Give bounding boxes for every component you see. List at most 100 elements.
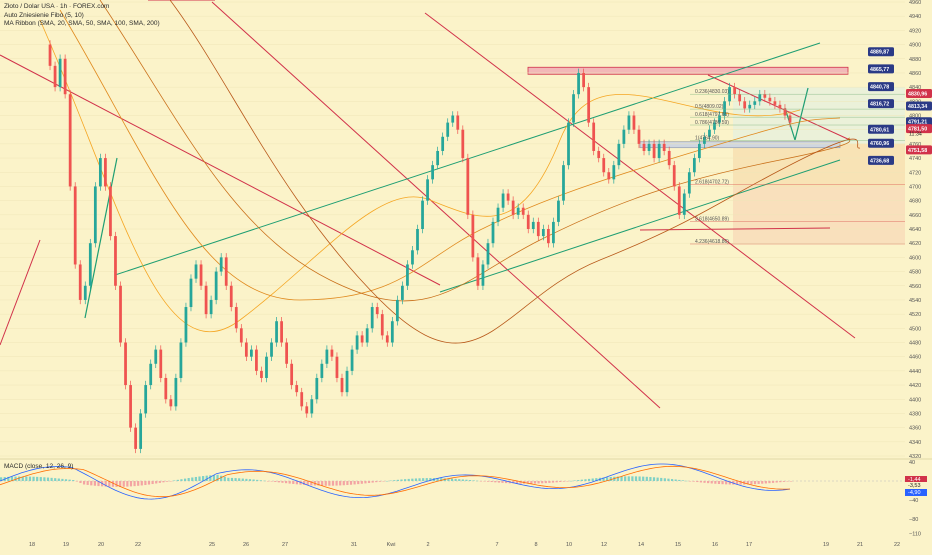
macd-histogram-bar (292, 481, 295, 484)
macd-value-label: -4,90 (908, 490, 921, 496)
price-tick-label: 4360 (909, 426, 921, 432)
macd-histogram-bar (28, 476, 32, 481)
candle-body (421, 200, 424, 229)
candle-body (627, 115, 631, 130)
candle-body (310, 399, 314, 414)
price-tick-label: 4740 (909, 156, 921, 162)
fib-indicator-label[interactable]: Auto Zniesienie Fibo (5, 10) (4, 11, 84, 19)
macd-histogram-bar (321, 481, 324, 486)
candle-body (506, 193, 510, 201)
price-tick-label: 4600 (909, 255, 921, 261)
price-tag (868, 47, 894, 57)
price-tick-label: 4680 (909, 199, 921, 205)
candle-body (416, 229, 419, 251)
time-axis[interactable]: 18 19 20 22 25 26 27 31 Kwi 2 7 8 10 12 14 15 16 17 19 21 22 (29, 542, 900, 548)
candle-body (63, 58, 67, 95)
macd-histogram-bar (418, 478, 421, 481)
ma-ribbon-label[interactable]: MA Ribbon (SMA, 20, SMA, 50, SMA, 100, S… (4, 20, 160, 27)
macd-histogram-bar (602, 477, 605, 481)
candle-body (330, 349, 334, 357)
price-tick-label: 4580 (909, 270, 921, 276)
candle-body (738, 94, 742, 102)
macd-histogram-bar (566, 481, 569, 482)
macd-histogram-bar (389, 480, 392, 482)
macd-histogram-bar (479, 481, 482, 482)
red-channel-line (211, 1, 661, 409)
price-tick-label: 4960 (909, 0, 921, 6)
macd-histogram-bar (274, 481, 277, 482)
candle-body (305, 406, 309, 414)
candle-body (194, 264, 198, 279)
candle-body (572, 94, 575, 123)
price-tick-label: 4620 (909, 241, 921, 247)
macd-histogram-bar (75, 481, 78, 482)
macd-histogram-bar (281, 481, 284, 483)
macd-histogram-bar (324, 481, 327, 486)
macd-histogram-bar (104, 481, 107, 487)
macd-histogram-bar (176, 479, 179, 481)
candle-body (214, 271, 218, 300)
macd-histogram-bar (721, 481, 724, 485)
candle-body (441, 136, 445, 151)
candle-body (119, 285, 122, 343)
candle-body (496, 207, 500, 222)
price-tick-label: 4480 (909, 341, 921, 347)
price-tick-label: 4900 (909, 43, 921, 49)
macd-histogram-bar (61, 478, 64, 481)
macd-label[interactable]: MACD (close, 12, 26, 9) (4, 463, 74, 470)
fib-level-label: 0.618(4797.65) (695, 112, 729, 118)
macd-histogram-bar (667, 478, 670, 481)
macd-histogram-bar (753, 481, 757, 485)
macd-histogram-bar (494, 481, 497, 483)
candle-body (239, 328, 243, 343)
macd-histogram-bar (72, 480, 75, 481)
macd-tick-label: −40 (909, 498, 918, 504)
candle-body (511, 200, 515, 215)
candle-body (184, 307, 188, 343)
candle-body (682, 193, 686, 215)
macd-histogram-bar (259, 480, 262, 481)
candle-body (83, 285, 87, 300)
macd-histogram-bar (476, 480, 479, 482)
price-tick-label: 4940 (909, 14, 921, 20)
macd-histogram-bar (685, 480, 688, 482)
candle-body (733, 87, 737, 95)
price-tick-label: 4440 (909, 369, 921, 375)
candle-body (708, 129, 711, 137)
macd-histogram-bar (216, 474, 219, 481)
macd-histogram-bar (411, 478, 414, 481)
candle-body (687, 172, 691, 194)
candle-body (219, 257, 223, 272)
projection-arrow (794, 87, 809, 141)
macd-histogram-bar (194, 476, 197, 481)
candle-body (48, 44, 52, 66)
price-tick-label: 4760 (909, 142, 921, 148)
macd-histogram-bar (205, 475, 208, 481)
candle-body (139, 413, 143, 449)
candle-body (647, 143, 651, 151)
macd-value-tag (905, 476, 927, 483)
macd-histogram-bar (339, 481, 342, 486)
price-tag (868, 82, 894, 92)
symbol-title[interactable]: Złoto / Dolar USA · 1h · FOREX.com (4, 3, 110, 10)
macd-histogram-bar (775, 481, 778, 483)
candle-body (461, 129, 465, 159)
candle-body (340, 377, 344, 393)
candle-body (557, 200, 560, 222)
macd-histogram-bar (122, 481, 125, 487)
macd-histogram-bar (663, 478, 666, 481)
macd-histogram-bar (656, 477, 659, 481)
candle-body (471, 214, 475, 258)
macd-histogram-bar (515, 481, 519, 484)
candle-body (375, 307, 379, 315)
candle-body (753, 101, 757, 105)
time-tick-label: 27 (282, 542, 288, 548)
candle-body (582, 72, 585, 88)
macd-histogram-bar (306, 481, 309, 486)
macd-tick-label: −80 (909, 517, 918, 523)
fib-level-label: 3.618(4650.89) (695, 216, 729, 222)
countdown-label: 11:34 (909, 132, 922, 138)
macd-histogram-bar (57, 478, 60, 481)
signal-line (0, 465, 791, 498)
